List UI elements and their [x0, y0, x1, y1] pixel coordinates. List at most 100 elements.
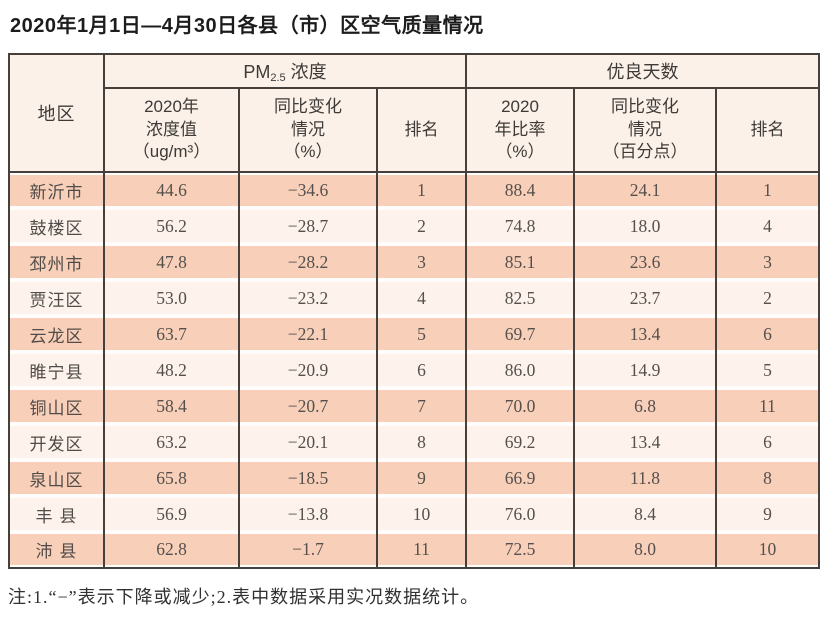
- good-days-rank-cell: 5: [714, 352, 821, 388]
- pm25-rank-cell: 8: [376, 424, 467, 460]
- pm25-change-cell: −20.1: [238, 424, 378, 460]
- good-days-change-cell: 14.9: [573, 352, 717, 388]
- pm25-rank-cell: 9: [376, 460, 467, 496]
- table-row: 云龙区 63.7 −22.1 5 69.7 13.4 6: [8, 316, 821, 352]
- good-days-rank-cell: 3: [714, 244, 821, 280]
- pm25-change-cell: −18.5: [238, 460, 378, 496]
- pm25-change-cell: −13.8: [238, 496, 378, 532]
- good-days-change-cell: 23.7: [573, 280, 717, 316]
- header-concentration: 2020年 浓度值 （ug/m³）: [103, 87, 240, 173]
- header-pm25-rank: 排名: [376, 87, 467, 173]
- pm25-rank-cell: 10: [376, 496, 467, 532]
- pm25-concentration-cell: 48.2: [103, 352, 240, 388]
- pm25-rank-cell: 2: [376, 208, 467, 244]
- pm25-rank-cell: 11: [376, 532, 467, 568]
- pm25-change-cell: −34.6: [238, 172, 378, 208]
- pm25-rank-cell: 1: [376, 172, 467, 208]
- pm25-concentration-cell: 56.9: [103, 496, 240, 532]
- header-good-days-change-line2: 情况: [628, 119, 662, 139]
- pm25-change-cell: −28.2: [238, 244, 378, 280]
- header-group-good-days: 优良天数: [464, 53, 821, 89]
- table-row: 铜山区 58.4 −20.7 7 70.0 6.8 11: [8, 388, 821, 424]
- page-title: 2020年1月1日—4月30日各县（市）区空气质量情况: [10, 15, 484, 37]
- good-days-change-cell: 8.0: [573, 532, 717, 568]
- pm25-concentration-cell: 58.4: [103, 388, 240, 424]
- table-row: 丰 县 56.9 −13.8 10 76.0 8.4 9: [8, 496, 821, 532]
- pm25-label-subscript: 2.5: [270, 72, 286, 84]
- good-days-change-cell: 11.8: [573, 460, 717, 496]
- header-good-days-rank: 排名: [714, 87, 821, 173]
- footnote: 注:1.“−”表示下降或减少;2.表中数据采用实况数据统计。: [8, 587, 480, 607]
- region-cell: 沛 县: [8, 532, 105, 568]
- good-days-ratio-cell: 66.9: [465, 460, 575, 496]
- pm25-concentration-cell: 44.6: [103, 172, 240, 208]
- pm25-change-cell: −23.2: [238, 280, 378, 316]
- header-pm25-change-line1: 同比变化: [274, 97, 342, 117]
- pm25-label-prefix: PM: [243, 62, 271, 82]
- good-days-rank-cell: 9: [714, 496, 821, 532]
- table-body: 新沂市 44.6 −34.6 1 88.4 24.1 1 鼓楼区 56.2 −2…: [8, 172, 821, 568]
- header-good-days-change-line3: （百分点）: [602, 142, 688, 162]
- good-days-change-cell: 13.4: [573, 316, 717, 352]
- table-row: 开发区 63.2 −20.1 8 69.2 13.4 6: [8, 424, 821, 460]
- region-cell: 邳州市: [8, 244, 105, 280]
- good-days-change-cell: 13.4: [573, 424, 717, 460]
- header-group-row: 地区 PM2.5 浓度 优良天数: [8, 53, 821, 173]
- good-days-ratio-cell: 85.1: [465, 244, 575, 280]
- pm25-change-cell: −1.7: [238, 532, 378, 568]
- header-concentration-line2: 浓度值: [146, 119, 197, 139]
- pm25-rank-cell: 6: [376, 352, 467, 388]
- header-region: 地区: [8, 53, 105, 173]
- pm25-rank-cell: 5: [376, 316, 467, 352]
- pm25-change-cell: −28.7: [238, 208, 378, 244]
- good-days-rank-cell: 2: [714, 280, 821, 316]
- air-quality-table: 地区 PM2.5 浓度 优良天数 2020年 浓度值 （ug/m³） 同比变化 …: [8, 53, 821, 569]
- pm25-rank-cell: 7: [376, 388, 467, 424]
- pm25-concentration-cell: 47.8: [103, 244, 240, 280]
- good-days-rank-cell: 6: [714, 424, 821, 460]
- header-concentration-line1: 2020年: [144, 97, 199, 117]
- good-days-ratio-cell: 72.5: [465, 532, 575, 568]
- header-sub-row: 2020年 浓度值 （ug/m³） 同比变化 情况 （%） 排名 2020 年比…: [9, 87, 821, 173]
- region-cell: 睢宁县: [8, 352, 105, 388]
- table-row: 鼓楼区 56.2 −28.7 2 74.8 18.0 4: [8, 208, 821, 244]
- region-cell: 开发区: [8, 424, 105, 460]
- region-cell: 云龙区: [8, 316, 105, 352]
- table-row: 沛 县 62.8 −1.7 11 72.5 8.0 10: [8, 532, 821, 568]
- pm25-concentration-cell: 63.2: [103, 424, 240, 460]
- good-days-ratio-cell: 74.8: [465, 208, 575, 244]
- pm25-concentration-cell: 65.8: [103, 460, 240, 496]
- pm25-label-suffix: 浓度: [285, 62, 327, 82]
- region-cell: 鼓楼区: [8, 208, 105, 244]
- pm25-change-cell: −20.9: [238, 352, 378, 388]
- table-row: 泉山区 65.8 −18.5 9 66.9 11.8 8: [8, 460, 821, 496]
- pm25-rank-cell: 3: [376, 244, 467, 280]
- good-days-change-cell: 24.1: [573, 172, 717, 208]
- good-days-rank-cell: 10: [714, 532, 821, 568]
- region-cell: 新沂市: [8, 172, 105, 208]
- table-row: 睢宁县 48.2 −20.9 6 86.0 14.9 5: [8, 352, 821, 388]
- pm25-concentration-cell: 53.0: [103, 280, 240, 316]
- pm25-change-cell: −20.7: [238, 388, 378, 424]
- good-days-change-cell: 18.0: [573, 208, 717, 244]
- header-pm25-change-line3: （%）: [283, 142, 333, 162]
- pm25-change-cell: −22.1: [238, 316, 378, 352]
- header-good-days-ratio-line3: （%）: [495, 142, 545, 162]
- header-good-days-change: 同比变化 情况 （百分点）: [573, 87, 717, 173]
- region-cell: 铜山区: [8, 388, 105, 424]
- header-concentration-line3: （ug/m³）: [132, 142, 211, 162]
- header-group-pm25: PM2.5 浓度: [103, 53, 467, 89]
- header-good-days-change-line1: 同比变化: [611, 97, 679, 117]
- good-days-ratio-cell: 86.0: [465, 352, 575, 388]
- good-days-rank-cell: 8: [714, 460, 821, 496]
- pm25-concentration-cell: 62.8: [103, 532, 240, 568]
- pm25-rank-cell: 4: [376, 280, 467, 316]
- good-days-ratio-cell: 88.4: [465, 172, 575, 208]
- table-header: 地区 PM2.5 浓度 优良天数 2020年 浓度值 （ug/m³） 同比变化 …: [8, 53, 821, 173]
- header-good-days-ratio: 2020 年比率 （%）: [465, 87, 575, 173]
- good-days-rank-cell: 1: [714, 172, 821, 208]
- header-pm25-change-line2: 情况: [291, 119, 325, 139]
- good-days-ratio-cell: 70.0: [465, 388, 575, 424]
- good-days-ratio-cell: 69.7: [465, 316, 575, 352]
